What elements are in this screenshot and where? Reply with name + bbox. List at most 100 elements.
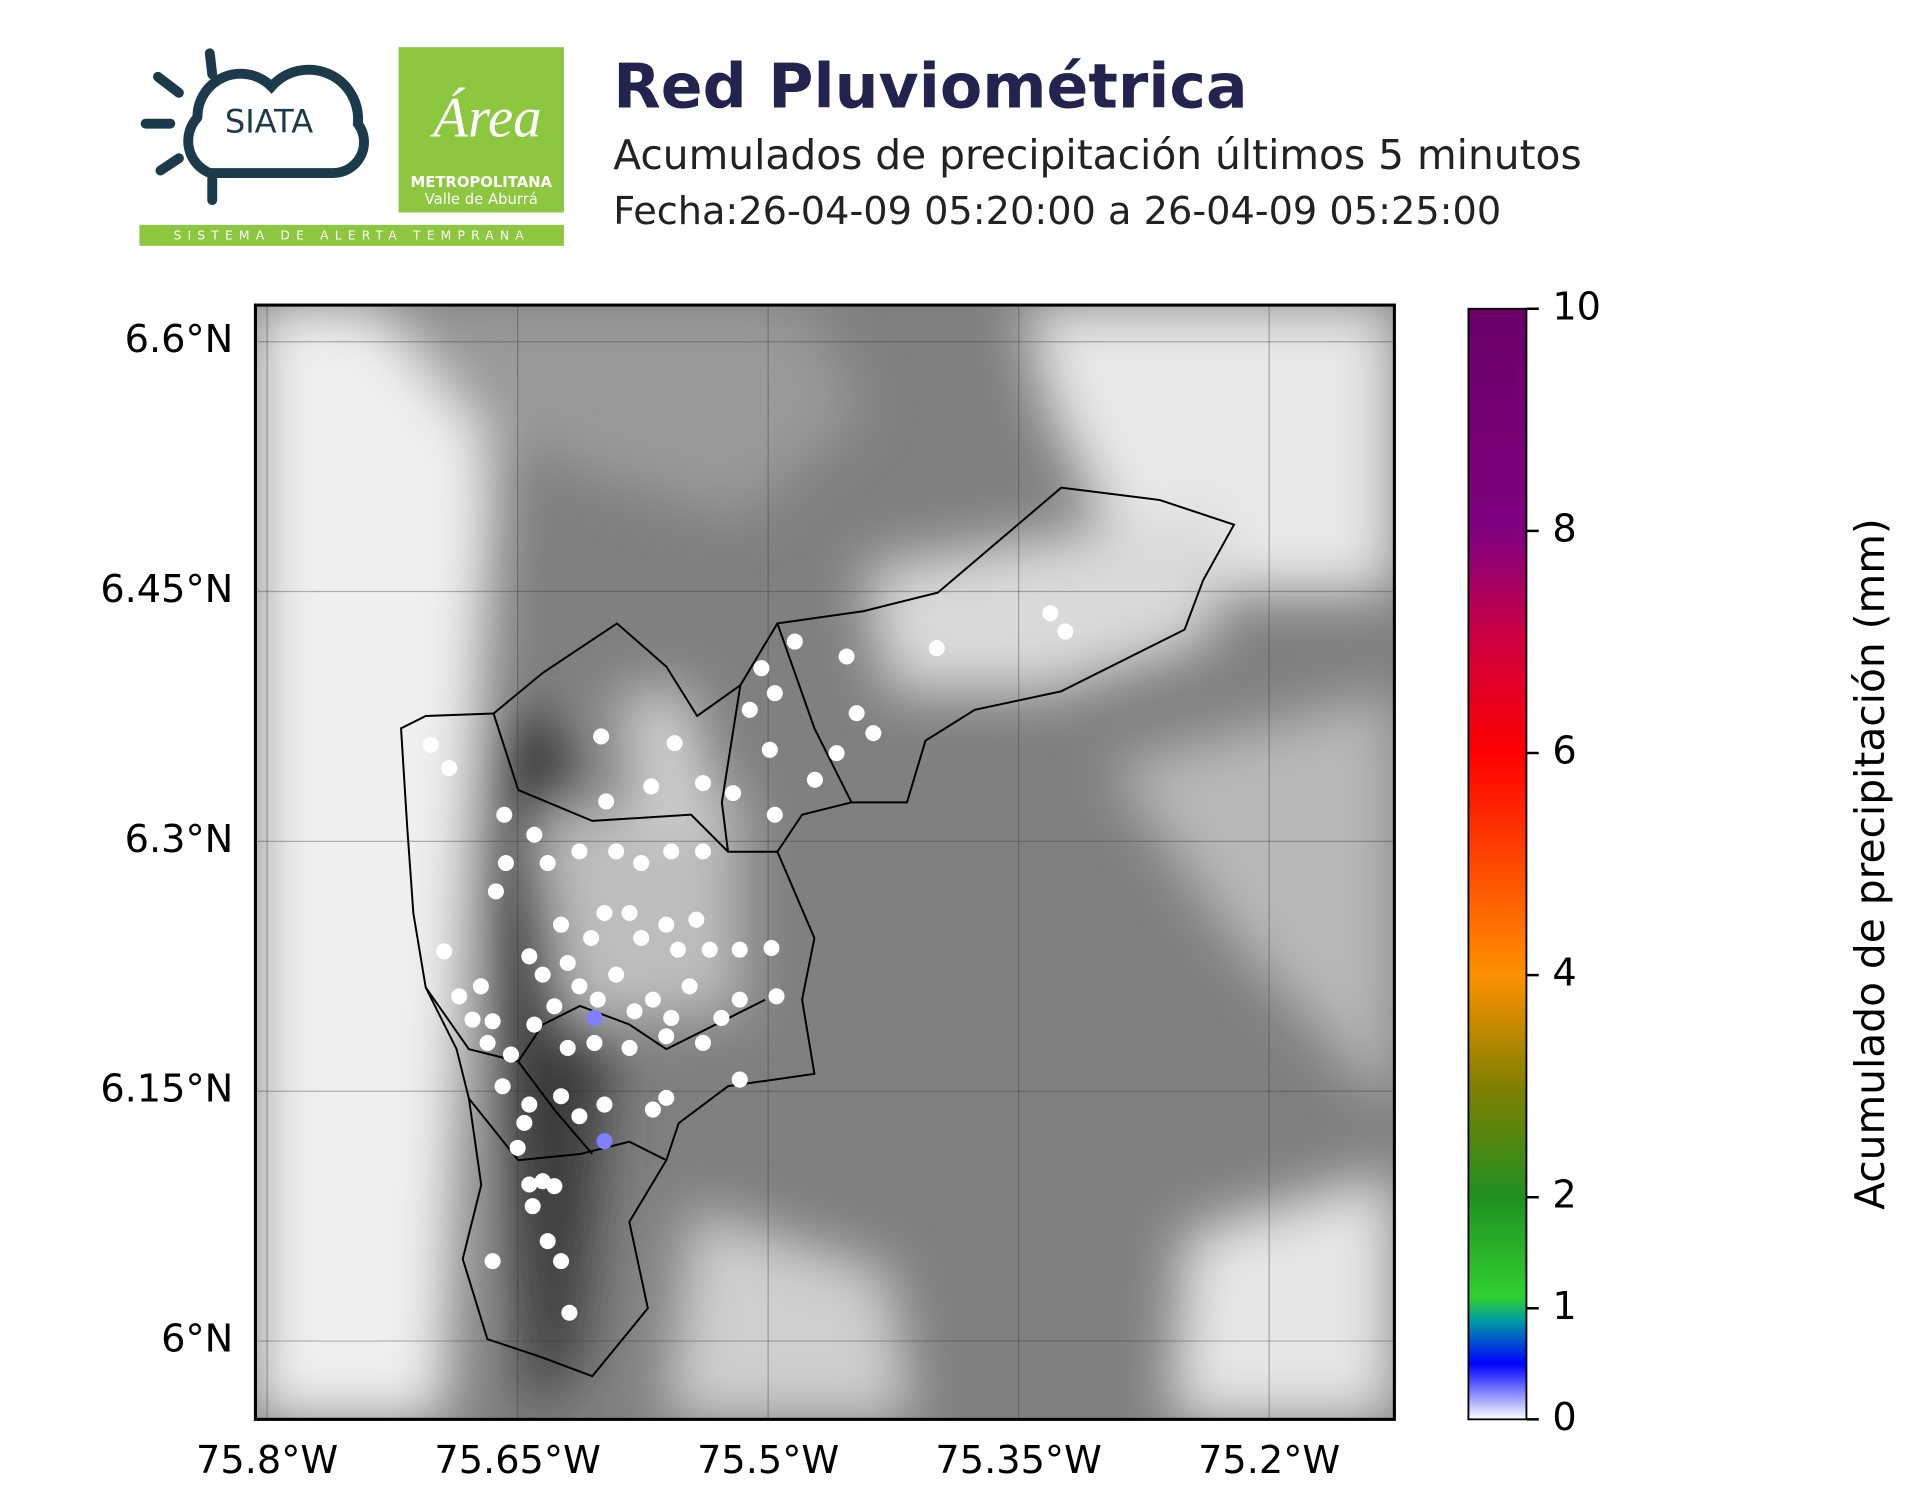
station — [701, 941, 718, 958]
station — [761, 741, 778, 758]
logo-text: Valle de Aburrá — [425, 191, 538, 208]
station — [553, 916, 570, 933]
station — [464, 1011, 481, 1028]
station — [583, 929, 600, 947]
station — [928, 640, 945, 657]
subtitle: Acumulados de precipitación últimos 5 mi… — [613, 131, 1581, 179]
station — [663, 1009, 680, 1026]
station — [1042, 605, 1059, 622]
station — [596, 1133, 613, 1150]
station — [534, 966, 551, 983]
station — [496, 806, 513, 823]
grid — [255, 305, 1395, 1420]
station — [644, 1101, 661, 1118]
station — [494, 1078, 511, 1095]
y-tick-label: 6.3°N — [125, 817, 234, 862]
station — [526, 1016, 543, 1033]
station — [436, 943, 453, 960]
station — [633, 855, 650, 872]
x-tick-label: 75.5°W — [697, 1438, 839, 1483]
station — [497, 855, 514, 872]
x-tick-label: 75.65°W — [434, 1438, 600, 1483]
station — [766, 685, 783, 702]
map-frame — [253, 303, 1396, 1421]
station — [484, 1013, 501, 1030]
station — [593, 728, 610, 745]
station — [479, 1034, 496, 1051]
logo-text: Área — [429, 87, 541, 150]
station — [633, 929, 650, 947]
station — [731, 991, 748, 1008]
station — [694, 843, 712, 860]
station — [658, 916, 675, 933]
station — [571, 978, 588, 995]
station — [1057, 623, 1074, 640]
station — [621, 904, 638, 922]
station — [658, 1028, 675, 1045]
station — [598, 793, 615, 810]
station — [725, 785, 742, 802]
station — [608, 966, 625, 983]
y-tick-label: 6°N — [161, 1317, 233, 1362]
station — [786, 633, 803, 650]
boundary — [400, 486, 1236, 1378]
station — [521, 1176, 538, 1193]
station — [626, 1003, 643, 1020]
colorbar-tick-label: 6 — [1552, 729, 1576, 774]
station — [586, 1034, 603, 1051]
station — [838, 648, 855, 665]
terrain — [255, 305, 1395, 1420]
x-tick-label: 75.2°W — [1198, 1438, 1340, 1483]
station — [539, 855, 556, 872]
axes: 75.8°W 75.65°W 75.5°W 75.35°W 75.2°W 6°N 6.15°… — [100, 284, 1601, 1483]
station — [571, 1108, 588, 1125]
station — [487, 883, 504, 900]
colorbar-label: Acumulado de precipitación (mm) — [1846, 518, 1894, 1210]
colorbar-tick-label: 2 — [1552, 1173, 1576, 1218]
station — [441, 760, 458, 777]
station — [521, 948, 538, 965]
station — [643, 778, 660, 795]
station — [553, 1253, 570, 1270]
y-tick-label: 6.15°N — [100, 1067, 233, 1112]
station — [422, 736, 439, 753]
stations — [422, 605, 1074, 1321]
colorbar-tick-label: 1 — [1552, 1284, 1576, 1329]
station — [561, 1304, 578, 1321]
date: Fecha:26-04-09 05:20:00 a 26-04-09 05:25… — [613, 189, 1501, 234]
station — [559, 1039, 576, 1056]
y-tick-label: 6.45°N — [100, 567, 233, 612]
station — [865, 725, 882, 742]
station — [608, 843, 625, 860]
station — [571, 843, 588, 860]
station — [526, 826, 543, 843]
station — [663, 843, 680, 860]
station — [546, 1178, 563, 1195]
colorbar-tick-label: 10 — [1552, 284, 1601, 329]
station — [848, 705, 865, 722]
station — [524, 1198, 541, 1215]
station — [596, 1096, 613, 1113]
siata-logo — [140, 48, 369, 206]
station — [451, 988, 468, 1005]
station — [713, 1009, 730, 1026]
station — [596, 904, 613, 922]
y-tick-label: 6.6°N — [125, 317, 234, 362]
x-tick-label: 75.8°W — [196, 1438, 338, 1483]
station — [516, 1114, 533, 1131]
station — [694, 775, 712, 792]
colorbar-tick-label: 8 — [1552, 506, 1576, 551]
station — [502, 1046, 519, 1063]
station — [521, 1096, 538, 1113]
station — [753, 660, 770, 677]
station — [553, 1088, 570, 1105]
station — [644, 991, 661, 1008]
station — [621, 1039, 638, 1056]
colorbar — [1467, 307, 1528, 1421]
station — [559, 954, 576, 971]
station — [731, 941, 748, 958]
station — [539, 1233, 556, 1250]
station — [731, 1071, 748, 1088]
station — [681, 978, 698, 995]
